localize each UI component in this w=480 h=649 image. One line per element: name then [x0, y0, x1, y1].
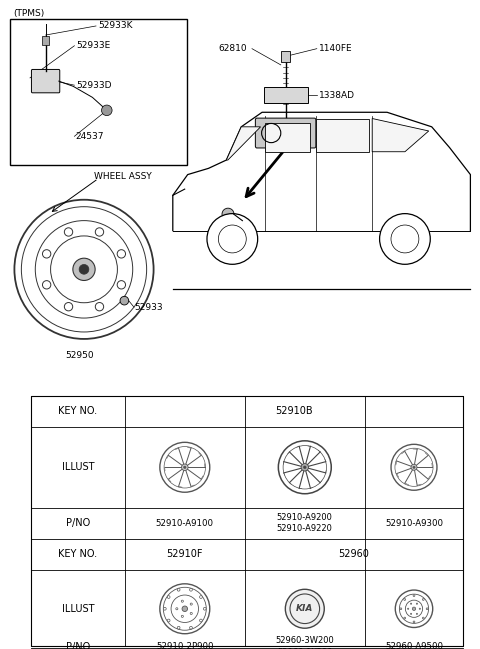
Ellipse shape	[164, 607, 166, 610]
Ellipse shape	[73, 258, 95, 280]
Text: WHEEL ASSY: WHEEL ASSY	[94, 172, 151, 181]
Ellipse shape	[408, 608, 409, 609]
Bar	[10, 19, 187, 165]
Ellipse shape	[120, 297, 129, 305]
Polygon shape	[372, 119, 429, 152]
Ellipse shape	[410, 613, 412, 615]
Ellipse shape	[222, 208, 234, 220]
Text: 52933E: 52933E	[76, 42, 110, 50]
Ellipse shape	[117, 250, 126, 258]
Text: ILLUST: ILLUST	[62, 462, 94, 472]
Ellipse shape	[182, 606, 188, 611]
Ellipse shape	[96, 228, 104, 236]
Ellipse shape	[207, 214, 258, 264]
Text: 52910-A9200
52910-A9220: 52910-A9200 52910-A9220	[277, 513, 333, 533]
Ellipse shape	[177, 589, 180, 591]
Text: 52910-A9100: 52910-A9100	[156, 519, 214, 528]
Ellipse shape	[190, 603, 192, 605]
Ellipse shape	[42, 280, 51, 289]
Text: 52933: 52933	[134, 302, 163, 312]
Ellipse shape	[190, 626, 192, 629]
Ellipse shape	[301, 463, 309, 471]
Ellipse shape	[204, 607, 206, 610]
Ellipse shape	[411, 464, 417, 471]
Text: 52950: 52950	[65, 350, 94, 360]
Ellipse shape	[416, 603, 418, 604]
Text: 52910-A9300: 52910-A9300	[385, 519, 443, 528]
Text: 1338AD: 1338AD	[319, 91, 355, 100]
Ellipse shape	[413, 466, 415, 469]
Text: 52910F: 52910F	[167, 549, 203, 559]
Text: 52960-A9500: 52960-A9500	[385, 643, 443, 649]
Ellipse shape	[410, 603, 412, 604]
Text: P/NO: P/NO	[66, 642, 90, 649]
Text: 24537: 24537	[76, 132, 104, 141]
Polygon shape	[227, 127, 261, 160]
Ellipse shape	[177, 626, 180, 629]
Ellipse shape	[79, 264, 89, 275]
Ellipse shape	[167, 596, 170, 598]
Ellipse shape	[64, 228, 72, 236]
Ellipse shape	[200, 596, 203, 598]
Ellipse shape	[404, 617, 406, 619]
Ellipse shape	[96, 302, 104, 311]
Ellipse shape	[117, 280, 126, 289]
Text: 62810: 62810	[218, 44, 247, 53]
Text: 52910B: 52910B	[275, 406, 313, 417]
Ellipse shape	[422, 598, 424, 600]
Bar	[31, 396, 463, 646]
Ellipse shape	[167, 619, 170, 622]
Text: 1140FE: 1140FE	[319, 44, 353, 53]
FancyBboxPatch shape	[32, 69, 60, 93]
Ellipse shape	[413, 594, 415, 596]
Text: 52910-2P900: 52910-2P900	[156, 643, 214, 649]
Ellipse shape	[176, 607, 178, 610]
FancyBboxPatch shape	[255, 118, 316, 148]
Ellipse shape	[190, 613, 192, 615]
Ellipse shape	[400, 608, 402, 609]
Text: 52933D: 52933D	[76, 80, 111, 90]
Text: KIA: KIA	[296, 604, 313, 613]
Text: P/NO: P/NO	[66, 518, 90, 528]
Ellipse shape	[181, 615, 183, 617]
Ellipse shape	[416, 613, 418, 615]
Ellipse shape	[190, 589, 192, 591]
Text: KEY NO.: KEY NO.	[59, 549, 97, 559]
Ellipse shape	[412, 607, 416, 611]
Ellipse shape	[285, 589, 324, 628]
Ellipse shape	[404, 598, 406, 600]
Ellipse shape	[426, 608, 428, 609]
Ellipse shape	[422, 617, 424, 619]
Ellipse shape	[181, 464, 188, 471]
Ellipse shape	[303, 466, 306, 469]
Ellipse shape	[42, 250, 51, 258]
Text: 52933K: 52933K	[98, 21, 133, 31]
Text: KEY NO.: KEY NO.	[59, 406, 97, 417]
Text: (TPMS): (TPMS)	[13, 9, 45, 18]
Bar	[42, 36, 49, 45]
Text: ILLUST: ILLUST	[62, 604, 94, 614]
FancyBboxPatch shape	[264, 87, 308, 103]
Ellipse shape	[380, 214, 430, 264]
Ellipse shape	[419, 608, 420, 609]
Polygon shape	[316, 119, 369, 152]
Ellipse shape	[102, 105, 112, 116]
Ellipse shape	[183, 466, 186, 469]
Ellipse shape	[181, 600, 183, 602]
Text: 52960: 52960	[338, 549, 370, 559]
Polygon shape	[265, 123, 310, 152]
Text: 52960-3W200
52960-1Y200: 52960-3W200 52960-1Y200	[276, 636, 334, 649]
Ellipse shape	[64, 302, 72, 311]
FancyBboxPatch shape	[281, 51, 290, 62]
Ellipse shape	[413, 621, 415, 623]
Ellipse shape	[200, 619, 203, 622]
